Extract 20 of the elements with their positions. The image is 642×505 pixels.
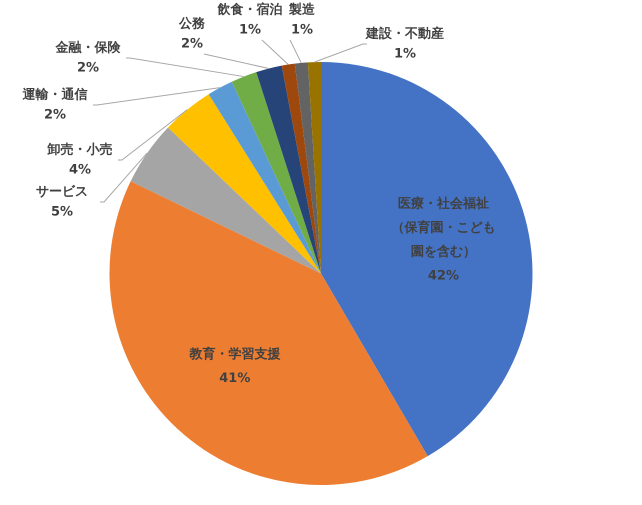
data-label: 2% bbox=[180, 36, 204, 52]
slice-label: 医療・社会福祉（保育園・こども園を含む） bbox=[391, 196, 496, 260]
data-label: 5% bbox=[50, 204, 74, 220]
slice-label: 飲食・宿泊 bbox=[216, 1, 282, 18]
data-label: 42% bbox=[428, 268, 460, 284]
slice-label: 建設・不動産 bbox=[365, 25, 444, 42]
slice-label: 製造 bbox=[288, 2, 316, 18]
slice-label: 金融・保険 bbox=[54, 40, 122, 56]
slice-label: 公務 bbox=[178, 16, 206, 32]
data-label: 2% bbox=[44, 107, 66, 122]
slice-label: サービス bbox=[36, 184, 88, 200]
slice-label: 教育・学習支援 bbox=[188, 346, 280, 362]
slice-label: 運輸・通信 bbox=[22, 86, 88, 102]
data-label: 1% bbox=[238, 22, 262, 38]
data-label: 1% bbox=[290, 22, 314, 38]
data-label: 2% bbox=[76, 60, 100, 76]
data-label: 41% bbox=[219, 371, 250, 386]
slice-label: 卸売・小売 bbox=[46, 142, 112, 158]
data-label: 4% bbox=[68, 162, 92, 178]
data-label: 1% bbox=[394, 46, 416, 62]
